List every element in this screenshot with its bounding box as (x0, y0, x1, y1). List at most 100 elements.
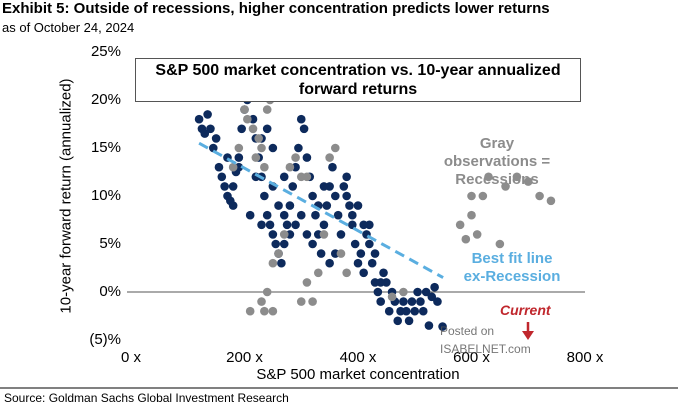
point (274, 249, 283, 258)
point (399, 297, 408, 306)
point (370, 249, 380, 258)
source: Source: Goldman Sachs Global Investment … (4, 391, 289, 405)
point (319, 182, 329, 191)
point (302, 278, 312, 287)
point (348, 220, 357, 230)
point (393, 316, 403, 326)
point (257, 143, 266, 153)
fit-note: Best fit line ex-Recession (463, 250, 561, 285)
point (325, 153, 334, 162)
plot: 25% 20% 15% 10% 5% 0% (5)%0 x 200 x 400 x 600 x 80… (89, 43, 604, 366)
point (257, 220, 266, 230)
point (430, 282, 439, 292)
point (308, 191, 317, 201)
point (211, 134, 221, 143)
point (421, 287, 431, 297)
point (427, 292, 437, 302)
point (285, 201, 295, 210)
subtitle: as of October 24, 2024 (2, 20, 135, 35)
point (424, 321, 434, 330)
point (302, 230, 312, 239)
point (461, 234, 471, 244)
point (512, 172, 522, 182)
point (237, 124, 246, 134)
point (260, 162, 269, 172)
point (376, 297, 386, 306)
point (407, 297, 417, 306)
point (313, 268, 323, 278)
point (401, 306, 411, 316)
point (399, 287, 408, 297)
point (274, 201, 283, 210)
point (495, 239, 505, 249)
point (288, 182, 298, 191)
point (194, 114, 204, 124)
y-tick-label: 0% (99, 283, 121, 300)
point (245, 210, 255, 220)
point (353, 258, 363, 268)
y-axis-label: 10-year forward return (annualized) (57, 78, 75, 314)
point (279, 210, 289, 220)
point (331, 143, 340, 153)
point (228, 182, 238, 191)
point (282, 220, 292, 230)
point (376, 278, 386, 287)
current-arrowhead (522, 331, 534, 340)
recession-note: Gray observations = Recessions (443, 135, 551, 188)
point (325, 258, 334, 268)
point (404, 316, 414, 326)
y-tick-label: 25% (91, 43, 121, 60)
x-tick-label: 200 x (226, 349, 263, 366)
point (291, 220, 300, 230)
watermark: Posted on ISABELNET.com (440, 324, 531, 356)
point (257, 297, 266, 306)
point (220, 182, 229, 191)
point (336, 230, 346, 239)
point (311, 210, 320, 220)
y-tick-label: 15% (91, 139, 121, 156)
point (268, 306, 278, 316)
point (203, 110, 212, 119)
y-tick-label: 10% (91, 187, 121, 204)
point (217, 172, 227, 182)
point (234, 143, 244, 153)
point (379, 268, 388, 278)
point (410, 306, 420, 316)
title: Exhibit 5: Outside of recessions, higher… (2, 0, 550, 17)
point (478, 191, 488, 201)
x-tick-label: 0 x (121, 349, 142, 366)
point (279, 172, 289, 182)
point (279, 230, 289, 239)
point (342, 191, 351, 201)
point (467, 191, 476, 201)
point (350, 239, 360, 249)
point (418, 306, 428, 316)
point (308, 239, 317, 249)
current-note: Current (500, 302, 551, 318)
point (265, 220, 275, 230)
point (345, 201, 354, 210)
point (501, 182, 510, 191)
point (319, 230, 329, 239)
point (245, 306, 255, 316)
point (228, 162, 238, 172)
point (339, 182, 349, 191)
point (262, 124, 272, 134)
point (296, 297, 306, 306)
point (472, 230, 482, 239)
point (331, 191, 340, 201)
point (367, 258, 377, 268)
point (254, 134, 263, 143)
point (333, 210, 343, 220)
point (268, 258, 278, 268)
point (342, 268, 351, 278)
point (433, 297, 442, 306)
point (260, 306, 269, 316)
point (359, 268, 368, 278)
point (285, 162, 295, 172)
point (240, 105, 249, 114)
point (234, 153, 244, 162)
point (348, 210, 357, 220)
